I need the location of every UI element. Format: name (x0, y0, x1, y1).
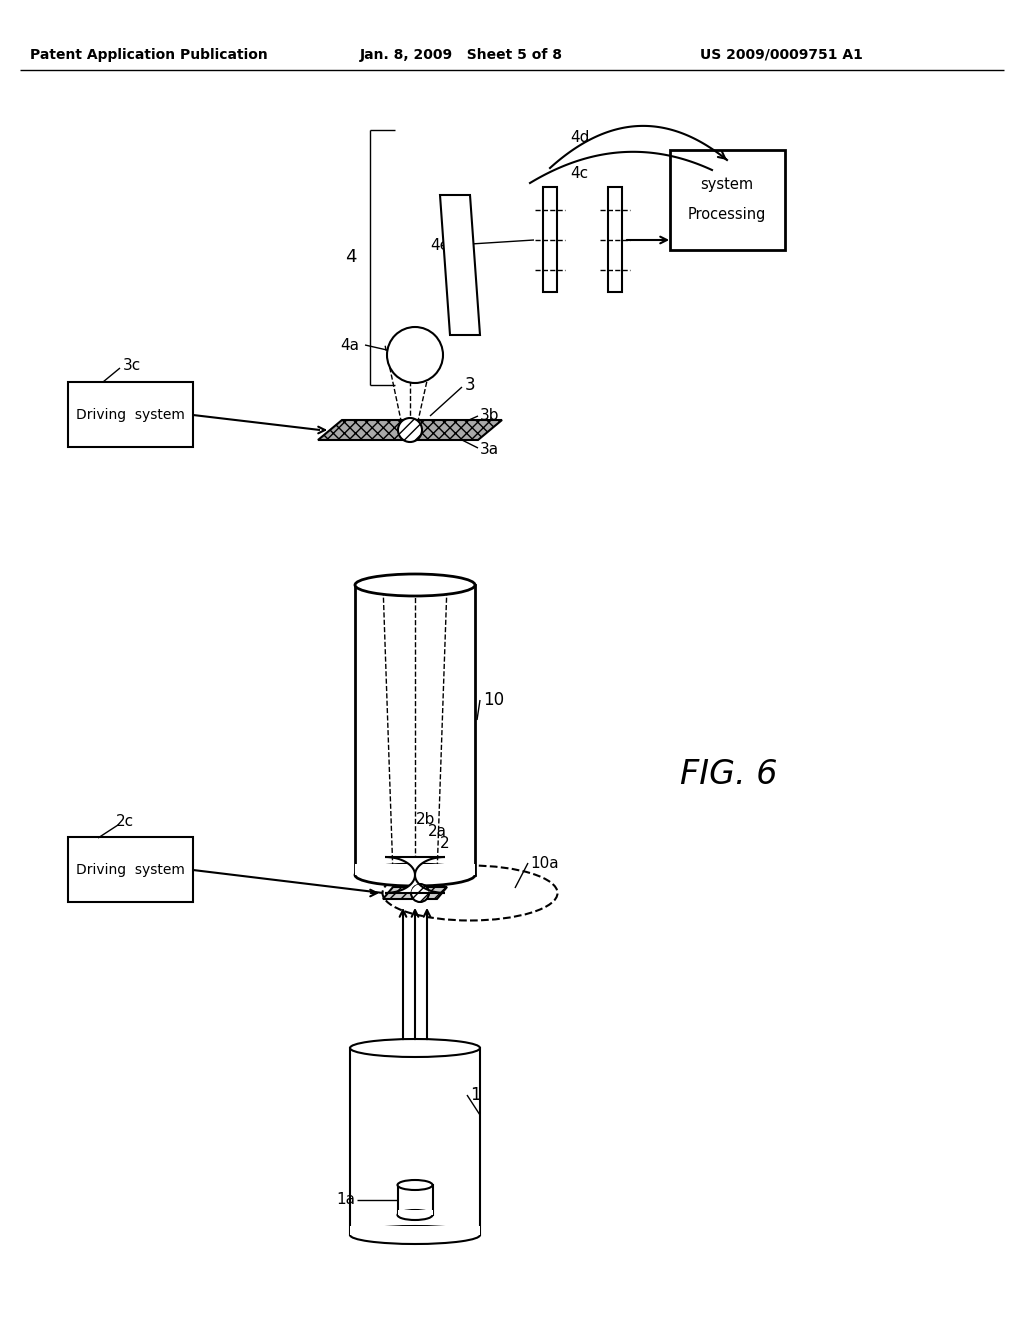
Text: 10: 10 (483, 690, 504, 709)
Bar (355, 585, 475, 875)
Text: 4: 4 (345, 248, 356, 267)
Polygon shape (440, 195, 480, 335)
Circle shape (387, 327, 443, 383)
Text: 4a: 4a (340, 338, 359, 352)
Text: 3b: 3b (480, 408, 500, 422)
Bar (68, 381, 193, 447)
Circle shape (411, 884, 429, 902)
Bar (68, 837, 193, 902)
Circle shape (398, 418, 422, 442)
Ellipse shape (397, 1180, 432, 1191)
Text: 3: 3 (465, 376, 475, 393)
Text: Driving  system: Driving system (76, 863, 184, 876)
Text: 2b: 2b (416, 812, 435, 826)
Ellipse shape (350, 1226, 480, 1243)
Ellipse shape (355, 865, 475, 886)
Bar (543, 187, 557, 292)
Text: 2a: 2a (428, 824, 447, 838)
Text: system: system (700, 177, 754, 193)
Text: 4d: 4d (570, 131, 590, 145)
Bar (608, 187, 622, 292)
Text: Patent Application Publication: Patent Application Publication (30, 48, 267, 62)
Bar (355, 865, 475, 875)
Bar (398, 1185, 433, 1214)
Text: 4c: 4c (570, 165, 588, 181)
Bar (350, 1048, 480, 1236)
Text: 2: 2 (440, 836, 450, 850)
Bar (670, 150, 785, 249)
Ellipse shape (350, 1039, 480, 1057)
Text: Processing: Processing (688, 207, 766, 223)
Text: Jan. 8, 2009   Sheet 5 of 8: Jan. 8, 2009 Sheet 5 of 8 (360, 48, 563, 62)
Text: 10a: 10a (530, 855, 559, 870)
Bar (350, 1226, 480, 1236)
Polygon shape (383, 887, 447, 899)
Text: FIG. 6: FIG. 6 (680, 759, 777, 792)
Bar (398, 1210, 433, 1214)
Ellipse shape (397, 1210, 432, 1220)
Text: 4e: 4e (430, 238, 450, 252)
Text: 3c: 3c (123, 358, 141, 372)
Text: US 2009/0009751 A1: US 2009/0009751 A1 (700, 48, 863, 62)
Text: 1a: 1a (336, 1192, 355, 1208)
Polygon shape (318, 420, 502, 440)
Polygon shape (385, 857, 445, 894)
Ellipse shape (355, 574, 475, 597)
Text: 2c: 2c (116, 814, 134, 829)
Text: 1: 1 (470, 1086, 480, 1104)
Text: Driving  system: Driving system (76, 408, 184, 422)
Text: 3a: 3a (480, 442, 499, 458)
